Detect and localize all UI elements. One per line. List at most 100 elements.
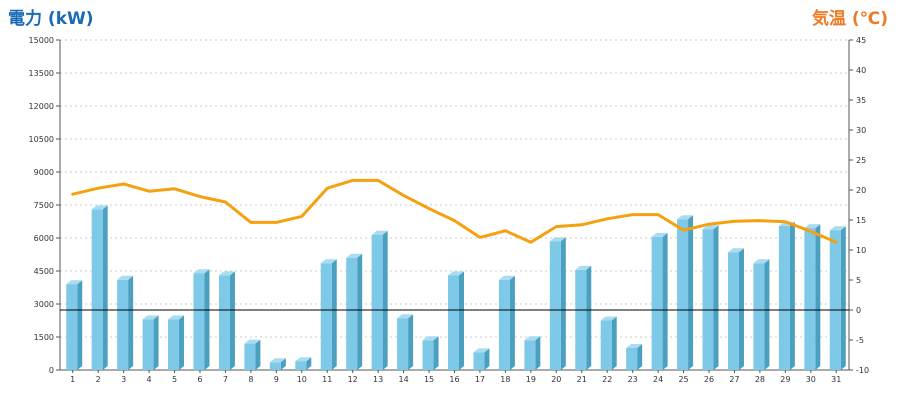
bar-front [320,263,332,370]
x-tick-label: 2 [96,375,101,384]
x-tick-label: 29 [780,375,790,384]
bar-top [498,275,515,280]
bar-top [168,315,185,320]
bar-side [688,215,694,370]
x-tick-label: 16 [449,375,459,384]
bar-top [626,344,643,348]
left-tick-label: 15000 [29,36,54,45]
bar-day-23 [626,344,643,370]
x-tick-label: 24 [653,375,663,384]
bar-front [66,284,78,370]
bar-top [218,271,235,276]
bar-side [484,348,490,370]
bar-side [459,271,464,370]
x-tick-label: 31 [831,375,841,384]
bar-day-4 [142,315,159,370]
bar-top [117,275,134,280]
left-tick-label: 6000 [34,234,54,243]
bar-day-27 [727,248,744,370]
bar-front [295,361,307,370]
x-tick-label: 13 [373,375,383,384]
bar-front [677,219,689,370]
bar-front [193,273,205,370]
x-tick-label: 21 [577,375,587,384]
bar-front [346,257,358,370]
left-tick-label: 0 [49,366,54,375]
bar-front [142,319,154,370]
bar-day-15 [422,336,439,370]
bar-side [102,205,108,370]
bar-day-10 [295,357,312,370]
bar-front [498,279,510,370]
left-tick-label: 1500 [34,333,54,342]
bar-top [295,357,312,362]
x-tick-label: 17 [475,375,485,384]
bar-top [753,259,770,264]
bar-front [524,340,536,370]
bar-front [91,209,103,370]
bar-front [702,229,714,370]
bar-top [422,336,439,341]
x-tick-label: 12 [348,375,358,384]
bar-day-28 [753,259,770,370]
bar-side [738,248,744,370]
bar-front [269,362,281,370]
bar-day-31 [829,226,846,370]
bar-day-29 [778,221,795,370]
left-tick-label: 3000 [34,300,54,309]
bar-front [549,241,561,370]
bar-side [357,253,363,370]
bar-side [331,259,337,370]
bar-top [600,316,617,321]
bar-side [128,275,134,370]
right-tick-label: 45 [856,36,866,45]
bar-day-19 [524,336,541,370]
left-tick-label: 10500 [29,135,54,144]
bar-front [727,252,739,370]
bar-front [448,275,459,370]
bar-side [764,259,770,370]
bar-front [778,225,790,370]
x-tick-label: 9 [274,375,279,384]
x-tick-label: 15 [424,375,434,384]
bar-top [575,265,592,270]
bar-top [677,215,694,220]
right-tick-label: 30 [856,126,866,135]
bar-top [448,271,464,276]
x-tick-label: 27 [729,375,739,384]
bar-top [727,248,744,253]
bar-front [626,348,638,370]
bar-top [397,314,414,319]
bar-front [829,230,841,370]
bar-day-3 [117,275,134,370]
bar-side [662,232,668,370]
bar-day-8 [244,339,261,370]
bar-day-9 [269,358,286,370]
left-axis-title: 電力 (kW) [8,9,94,29]
bar-front [753,263,765,370]
bar-top [142,315,159,320]
bar-side [611,316,617,370]
bar-side [586,265,592,370]
left-tick-label: 4500 [34,267,54,276]
left-tick-label: 12000 [29,102,54,111]
bar-side [560,237,566,370]
bar-top [804,224,821,229]
bar-top [371,230,388,235]
bar-day-1 [66,280,83,370]
bar-day-12 [346,253,363,370]
bar-side [280,358,286,370]
x-tick-label: 23 [628,375,638,384]
bar-top [473,348,490,353]
x-tick-label: 25 [678,375,688,384]
bar-side [637,344,643,370]
x-tick-label: 11 [322,375,332,384]
bar-top [244,339,261,344]
bar-top [320,259,337,264]
bar-side [433,336,439,370]
x-tick-label: 1 [70,375,75,384]
bar-top [66,280,83,285]
bar-side [509,275,515,370]
bar-day-18 [498,275,515,370]
